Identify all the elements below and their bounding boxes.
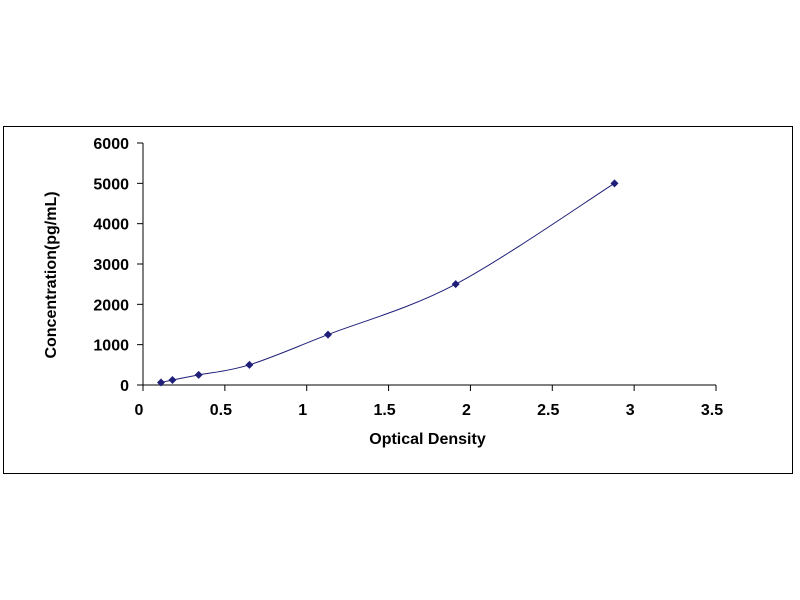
data-point <box>168 375 177 384</box>
x-axis-title: Optical Density <box>369 431 486 448</box>
data-point <box>451 280 460 289</box>
data-point <box>194 370 203 379</box>
y-tick-label: 1000 <box>93 338 129 355</box>
x-tick-label: 0.5 <box>210 402 232 419</box>
trend-line <box>160 182 615 383</box>
x-tick-label: 2 <box>462 402 471 419</box>
y-ticks: 0 1000 2000 3000 4000 5000 6000 <box>93 136 143 395</box>
data-point <box>245 360 254 369</box>
y-tick-label: 6000 <box>93 136 129 153</box>
x-tick-label: 1 <box>298 402 307 419</box>
y-axis-title: Concentration(pg/mL) <box>43 191 60 358</box>
x-tick-label: 3.5 <box>701 402 723 419</box>
data-point <box>610 179 619 188</box>
x-tick-label: 1.5 <box>373 402 395 419</box>
y-tick-label: 4000 <box>93 217 129 234</box>
x-tick-label: 0 <box>135 402 144 419</box>
x-tick-label: 3 <box>626 402 635 419</box>
y-tick-label: 5000 <box>93 176 129 193</box>
data-point <box>323 330 332 339</box>
data-markers <box>157 179 619 387</box>
y-tick-label: 0 <box>120 378 129 395</box>
x-ticks: 0 0.5 1 1.5 2 2.5 3 3.5 <box>135 385 723 419</box>
chart-frame <box>3 126 793 474</box>
y-tick-label: 2000 <box>93 297 129 314</box>
y-tick-label: 3000 <box>93 257 129 274</box>
x-tick-label: 2.5 <box>537 402 559 419</box>
data-point <box>157 378 166 387</box>
axes <box>142 143 716 386</box>
